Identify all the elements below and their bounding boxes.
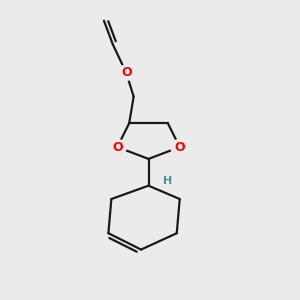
- Text: H: H: [163, 176, 172, 186]
- Ellipse shape: [117, 65, 135, 80]
- Text: O: O: [121, 66, 131, 79]
- Text: O: O: [174, 140, 185, 154]
- Ellipse shape: [108, 140, 127, 154]
- Ellipse shape: [159, 174, 177, 189]
- Text: O: O: [112, 140, 123, 154]
- Ellipse shape: [171, 140, 189, 154]
